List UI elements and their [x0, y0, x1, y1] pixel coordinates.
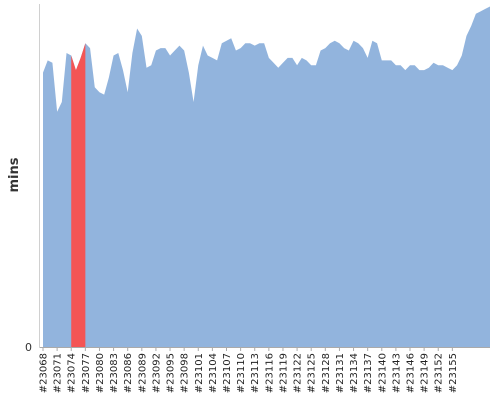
x-tick-label: #23122 — [293, 353, 304, 393]
x-tick-label: #23155 — [448, 353, 459, 393]
x-tick-label: #23080 — [95, 353, 106, 393]
x-tick-label: #23071 — [53, 353, 64, 393]
area-series — [43, 6, 490, 347]
y-axis-label: mins — [7, 157, 22, 192]
x-tick-label: #23134 — [349, 353, 360, 393]
x-tick-label: #23107 — [222, 353, 233, 393]
x-tick-label: #23143 — [391, 353, 402, 393]
x-tick-label: #23152 — [434, 353, 445, 393]
x-tick-label: #23068 — [39, 353, 50, 393]
x-tick-label: #23092 — [151, 353, 162, 393]
x-tick-label: #23149 — [420, 353, 431, 393]
x-tick-label: #23086 — [123, 353, 134, 393]
x-tick-label: #23131 — [335, 353, 346, 393]
x-tick-label: #23095 — [166, 353, 177, 393]
x-tick-label: #23110 — [236, 353, 247, 393]
y-tick-label: 0 — [25, 341, 32, 354]
x-tick-label: #23083 — [109, 353, 120, 393]
x-tick-label: #23137 — [363, 353, 374, 393]
x-tick-labels: #23068 #23071 #23074 #23077 #23080 #23083 #230… — [39, 347, 459, 393]
highlighted-builds-area — [71, 43, 86, 347]
x-tick-label: #23074 — [67, 353, 78, 393]
x-tick-label: #23113 — [250, 353, 261, 393]
x-tick-label: #23089 — [137, 353, 148, 393]
x-tick-label: #23116 — [264, 353, 275, 393]
x-tick-label: #23140 — [377, 353, 388, 393]
x-tick-label: #23101 — [194, 353, 205, 393]
x-tick-label: #23119 — [278, 353, 289, 393]
x-tick-label: #23146 — [406, 353, 417, 393]
x-tick-label: #23128 — [321, 353, 332, 393]
x-tick-label: #23098 — [180, 353, 191, 393]
x-tick-label: #23104 — [208, 353, 219, 393]
x-tick-label: #23125 — [307, 353, 318, 393]
x-tick-label: #23077 — [81, 353, 92, 393]
